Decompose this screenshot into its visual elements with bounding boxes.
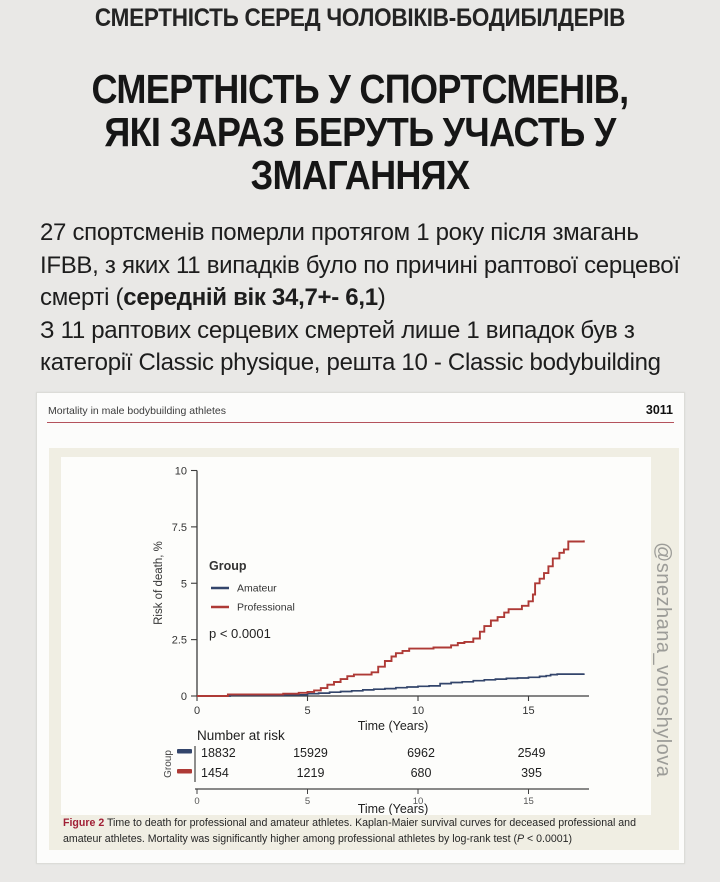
- body-bold-age: середній вік 34,7+- 6,1: [123, 284, 378, 311]
- figure-caption-label: Figure 2: [63, 817, 105, 829]
- number-at-risk-table: Number at risk Group 18832 15929 6962 2549 145…: [163, 728, 589, 815]
- main-title-line-2: ЯКІ ЗАРАЗ БЕРУТЬ УЧАСТЬ У: [104, 109, 616, 155]
- body-text: 27 спортсменів померли протягом 1 року п…: [40, 217, 682, 380]
- watermark-handle: @snezhana_voroshylova: [652, 542, 674, 778]
- x-tick-label: 15: [522, 705, 534, 717]
- x-axis-label: Time (Years): [358, 719, 429, 733]
- nar-value: 1219: [297, 766, 325, 780]
- y-tick-label: 5: [181, 578, 187, 590]
- main-title: СМЕРТНІСТЬ У СПОРТСМЕНІВ, ЯКІ ЗАРАЗ БЕРУ…: [43, 68, 677, 197]
- figure-caption-tail: < 0.0001): [524, 832, 573, 845]
- y-tick-label: 0: [181, 691, 187, 703]
- legend-label-amateur: Amateur: [237, 583, 277, 595]
- figure-caption-text: Time to death for professional and amate…: [63, 817, 636, 845]
- paper-header: Mortality in male bodybuilding athletes …: [37, 393, 684, 422]
- axes: 0 2.5 5 7.5 10 Risk of death, % 0 5 10 15 Time (Ye…: [153, 466, 589, 733]
- y-tick-label: 2.5: [172, 635, 187, 647]
- chart-area: 0 2.5 5 7.5 10 Risk of death, % 0 5 10 15 Time (Ye…: [61, 457, 651, 815]
- nar-value: 15929: [293, 746, 328, 760]
- nar-value: 1454: [201, 766, 229, 780]
- body-seg-1: 27 спортсменів померли протягом 1 року п…: [40, 219, 680, 311]
- number-at-risk-heading: Number at risk: [197, 728, 285, 743]
- body-seg-2: ): [377, 284, 386, 311]
- series-line-amateur: [197, 673, 585, 697]
- body-line-2: З 11 раптових серцевих смертей лише 1 ви…: [40, 316, 661, 377]
- eyebrow-title: СМЕРТНІСТЬ СЕРЕД ЧОЛОВІКІВ-БОДИБІЛДЕРІВ: [94, 4, 626, 32]
- legend-label-professional: Professional: [237, 602, 295, 614]
- nar-swatch-amateur: [177, 749, 192, 754]
- legend-title: Group: [209, 559, 247, 573]
- y-tick-label: 10: [175, 466, 187, 478]
- legend: Group Amateur Professional p < 0.0001: [209, 559, 295, 641]
- figure-box: 0 2.5 5 7.5 10 Risk of death, % 0 5 10 15 Time (Ye…: [49, 448, 679, 850]
- nar-x-axis-label: Time (Years): [358, 802, 429, 815]
- kaplan-meier-chart: 0 2.5 5 7.5 10 Risk of death, % 0 5 10 15 Time (Ye…: [153, 466, 589, 815]
- main-title-line-3: ЗМАГАННЯХ: [250, 152, 470, 198]
- x-tick-label: 10: [412, 705, 424, 717]
- nar-group-label: Group: [163, 750, 174, 778]
- nar-value: 395: [521, 766, 542, 780]
- nar-value: 6962: [407, 746, 435, 760]
- nar-tick-label: 10: [413, 796, 424, 807]
- nar-tick-label: 15: [523, 796, 534, 807]
- header-rule: [47, 422, 674, 423]
- nar-value: 680: [411, 766, 432, 780]
- x-tick-label: 0: [194, 705, 200, 717]
- series-line-professional: [197, 540, 585, 697]
- x-tick-label: 5: [304, 705, 310, 717]
- figure-caption: Figure 2 Time to death for professional …: [63, 816, 667, 847]
- nar-value: 2549: [518, 746, 546, 760]
- p-value-annotation: p < 0.0001: [209, 626, 271, 641]
- nar-tick-label: 0: [194, 796, 199, 807]
- y-tick-label: 7.5: [172, 522, 187, 534]
- nar-swatch-professional: [177, 769, 192, 774]
- y-axis-label: Risk of death, %: [153, 541, 165, 625]
- main-title-line-1: СМЕРТНІСТЬ У СПОРТСМЕНІВ,: [91, 66, 630, 112]
- paper-page-number: 3011: [645, 403, 673, 417]
- paper-page-panel: Mortality in male bodybuilding athletes …: [36, 392, 685, 864]
- paper-running-title: Mortality in male bodybuilding athletes: [48, 405, 227, 417]
- figure-caption-p: P: [517, 832, 525, 845]
- nar-tick-label: 5: [305, 796, 310, 807]
- nar-value: 18832: [201, 746, 236, 760]
